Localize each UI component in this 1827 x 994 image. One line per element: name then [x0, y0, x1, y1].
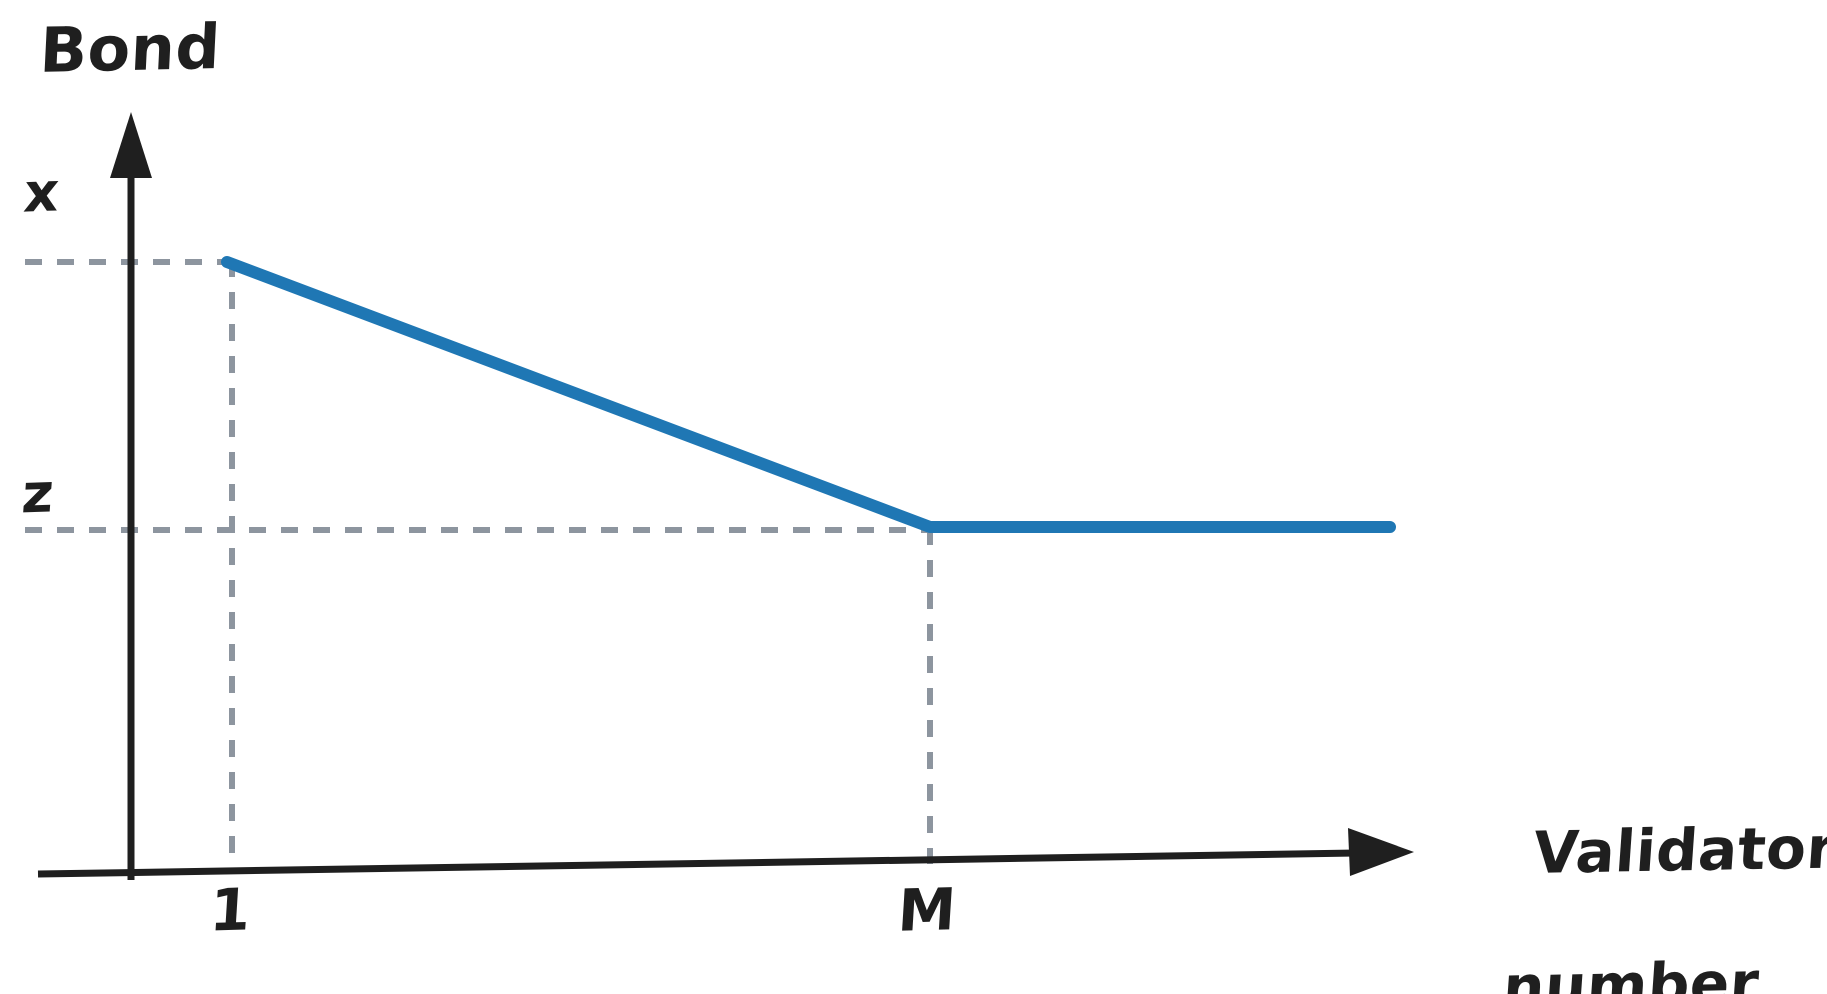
y-axis-title: Bond — [38, 10, 223, 87]
y-tick-label-upper: x — [21, 160, 62, 225]
x-axis-line — [37, 849, 1357, 878]
x-axis — [37, 828, 1414, 878]
y-axis — [110, 112, 152, 880]
x-axis-arrowhead — [1348, 828, 1414, 876]
x-axis-title-line-1: Validator — [1531, 813, 1827, 887]
x-axis-title-line-2: number — [1500, 948, 1762, 994]
bond-curve — [221, 256, 1396, 533]
y-tick-label-lower: z — [19, 461, 57, 526]
y-axis-arrowhead — [110, 112, 152, 178]
bond-curve-line — [221, 256, 1396, 533]
x-tick-label-max: M — [895, 875, 959, 945]
x-axis-title: Validator number — [1431, 757, 1827, 994]
x-tick-label-first: 1 — [207, 875, 254, 945]
